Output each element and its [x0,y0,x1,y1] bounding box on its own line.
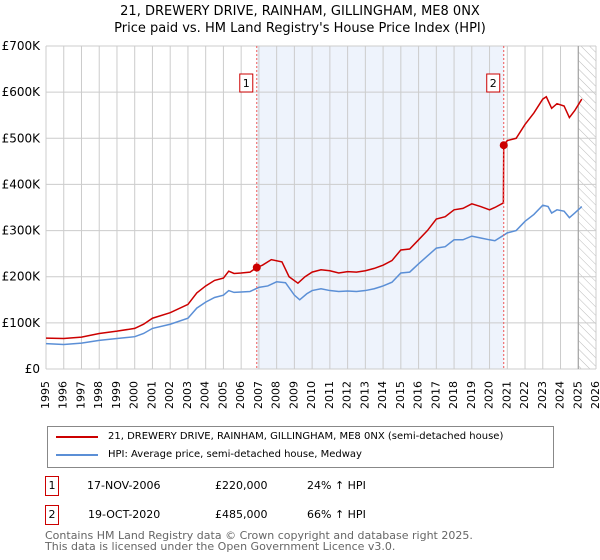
red-line-swatch [56,435,98,438]
y-tick-label: £200K [2,270,42,284]
sale-hpi-diff: 24% ↑ HPI [307,479,366,492]
legend-item-property: 21, DREWERY DRIVE, RAINHAM, GILLINGHAM, … [56,431,503,442]
blue-line-swatch [56,453,98,456]
x-tick-label: 1997 [74,381,87,409]
sale-hpi-diff: 66% ↑ HPI [307,508,366,521]
legend: 21, DREWERY DRIVE, RAINHAM, GILLINGHAM, … [47,426,554,468]
x-tick-label: 2024 [554,381,567,409]
y-tick-label: £400K [2,177,42,191]
x-tick-label: 2020 [483,381,496,409]
x-tick-label: 1999 [110,381,123,409]
footer: Contains HM Land Registry data © Crown c… [45,530,473,552]
x-tick-label: 2009 [287,381,300,409]
legend-label: 21, DREWERY DRIVE, RAINHAM, GILLINGHAM, … [108,431,504,442]
x-tick-label: 2013 [358,381,371,409]
x-tick-label: 2017 [429,381,442,409]
x-tick-label: 2015 [394,381,407,409]
x-tick-label: 2023 [536,381,549,409]
sale-price: £485,000 [215,508,268,521]
sale-point [252,263,261,272]
x-tick-label: 2019 [465,381,478,409]
x-tick-label: 2002 [163,381,176,409]
legend-item-hpi: HPI: Average price, semi-detached house,… [56,449,362,460]
y-tick-label: £0 [25,362,40,376]
sale-marker-2: 2 [45,505,59,525]
copyright-text: Contains HM Land Registry data © Crown c… [45,529,473,542]
hpi-line [45,204,583,346]
x-tick-label: 2000 [128,381,141,409]
x-tick-label: 2022 [518,381,531,409]
x-tick-label: 2001 [145,381,158,409]
legend-label: HPI: Average price, semi-detached house,… [108,449,362,460]
chart-title: 21, DREWERY DRIVE, RAINHAM, GILLINGHAM, … [120,4,480,19]
licence-text: This data is licensed under the Open Gov… [45,540,396,553]
x-tick-label: 2026 [589,381,600,409]
sale-point [499,141,508,150]
y-tick-label: £600K [2,85,42,99]
sale-date: 17-NOV-2006 [87,479,161,492]
sale-date: 19-OCT-2020 [88,508,161,521]
x-tick-label: 2005 [216,381,229,409]
sale-label-box [239,73,254,93]
sale-label: 1 [243,77,250,90]
x-tick-label: 2007 [252,381,265,409]
sale-label: 2 [490,77,497,90]
ownership-shaded-region [256,46,504,369]
y-tick-label: £500K [2,131,42,145]
x-tick-label: 2006 [234,381,247,409]
x-tick-label: 2021 [500,381,513,409]
future-hatched-region [578,46,596,369]
x-tick-label: 2018 [447,381,460,409]
property-price-line [45,95,583,340]
x-tick-label: 1995 [39,381,52,409]
x-tick-label: 1998 [92,381,105,409]
x-tick-label: 2011 [323,381,336,409]
x-tick-label: 2016 [412,381,425,409]
x-tick-label: 2012 [341,381,354,409]
y-tick-label: £300K [2,224,42,238]
x-tick-label: 2014 [376,381,389,409]
x-tick-label: 2003 [181,381,194,409]
sale-marker-1: 1 [45,476,59,496]
y-tick-label: £100K [2,316,42,330]
price-chart: 1995 1996 1997 1998 1999 2000 2001 2002 2003 2004… [2,39,600,409]
y-tick-label: £700K [2,39,42,53]
chart-subtitle: Price paid vs. HM Land Registry's House … [114,21,486,36]
sale-price: £220,000 [215,479,268,492]
x-tick-label: 2008 [270,381,283,409]
x-tick-label: 2025 [571,381,584,409]
x-tick-label: 2010 [305,381,318,409]
x-tick-label: 1996 [57,381,70,409]
sale-label-box [486,73,501,93]
x-tick-label: 2004 [199,381,212,409]
